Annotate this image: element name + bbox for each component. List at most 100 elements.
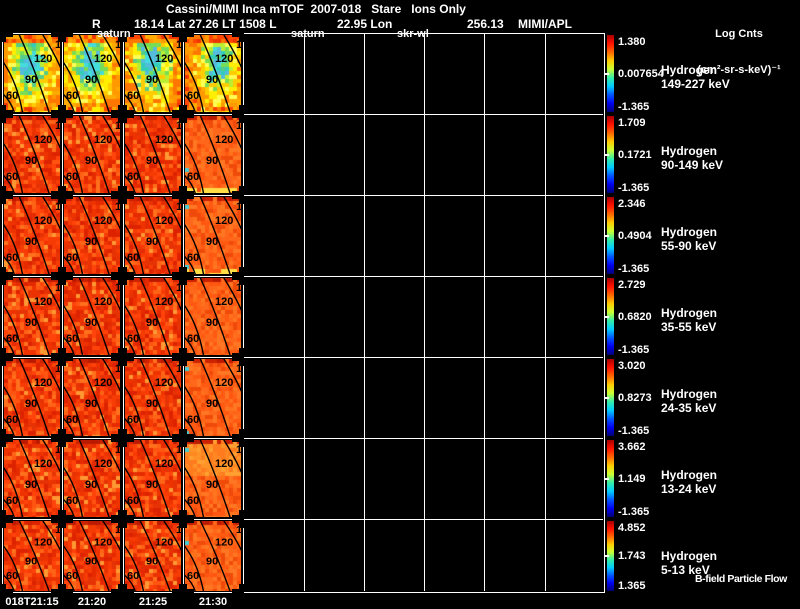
contour-label-90: 90 [146,317,158,329]
heatmap-panel: 60 90 12015 [64,359,120,436]
heatmap-panel: 60 90 12015 [185,35,241,112]
corner-tick [232,186,244,196]
colorbar-max-label: 3.662 [618,441,646,453]
corner-tick [122,267,134,277]
corner-tick [111,348,123,358]
contour-label-120: 120 [94,377,112,389]
contour-label-90: 90 [25,317,37,329]
contour-overlay: 60 90 12015 [64,440,120,517]
corner-tick [232,510,244,520]
corner-tick [61,429,73,439]
corner-tick [111,32,123,42]
corner-tick [172,105,184,115]
time-tick-label: 21:20 [77,596,107,608]
corner-tick [111,518,123,528]
corner-tick [122,584,134,594]
colorbar-mid-label: 0.1721 [618,149,652,161]
corner-tick [122,113,134,123]
corner-tick [122,32,134,42]
contour-label-60: 60 [187,495,199,507]
corner-tick [182,275,194,285]
corner-tick [122,356,134,366]
corner-tick [232,32,244,42]
corner-tick [51,356,63,366]
corner-tick [51,348,63,358]
contour-label-60: 60 [187,90,199,102]
corner-tick [122,348,134,358]
corner-tick [61,267,73,277]
contour-overlay: 60 90 12015 [64,521,120,591]
corner-tick [61,275,73,285]
corner-tick [172,275,184,285]
colorbar-max-label: 1.709 [618,117,646,129]
grid-vline [304,33,305,591]
contour-label-clipped: 15 [176,39,181,51]
channel-energy-label: 35-55 keV [661,320,717,334]
contour-label-60: 60 [6,171,18,183]
contour-label-clipped: 15 [55,363,60,375]
corner-tick [182,267,194,277]
corner-tick [232,429,244,439]
grid-vline [424,33,425,591]
contour-label-clipped: 15 [55,120,60,132]
contour-label-90: 90 [206,317,218,329]
contour-label-clipped: 15 [115,444,120,456]
plot-frame [2,33,605,593]
corner-tick [172,32,184,42]
channel-energy-label: 13-24 keV [661,482,717,496]
contour-label-clipped: 15 [236,363,241,375]
heatmap-panel: 60 90 12015 [4,278,60,355]
contour-label-60: 60 [66,571,78,582]
corner-tick [232,275,244,285]
contour-overlay: 60 90 12015 [125,278,181,355]
channel-species-label: Hydrogen [661,306,718,320]
contour-label-60: 60 [127,414,139,426]
colorbar [607,116,614,193]
colorbar-mid-label: 0.4904 [618,230,652,242]
grid-vline [62,33,63,591]
channel-species-label: Hydrogen [661,468,718,482]
colorbar-mid-tick [605,397,609,399]
contour-overlay: 60 90 12015 [4,278,60,355]
corner-tick [232,584,244,594]
contour-label-60: 60 [127,252,139,264]
heatmap-panel: 60 90 12015 [185,278,241,355]
corner-tick [111,105,123,115]
contour-overlay: 60 90 12015 [185,521,241,591]
grid-vline [123,33,124,591]
time-tick-label: 21:25 [138,596,168,608]
corner-tick [1,194,13,204]
corner-tick [232,356,244,366]
contour-label-clipped: 15 [236,524,241,535]
corner-tick [182,113,194,123]
corner-tick [1,348,13,358]
contour-label-60: 60 [6,333,18,345]
event-marker-label: skr-wl [397,28,429,40]
contour-label-clipped: 15 [55,282,60,294]
corner-tick [182,429,194,439]
heatmap-panel: 60 90 12015 [4,521,60,591]
contour-overlay: 60 90 12015 [64,35,120,112]
corner-tick [61,32,73,42]
channel-species-label: Hydrogen [661,63,718,77]
corner-tick [172,510,184,520]
contour-label-120: 120 [215,296,233,308]
heatmap-panel: 60 90 12015 [125,278,181,355]
colorbar-max-label: 2.346 [618,198,646,210]
contour-label-60: 60 [66,252,78,264]
contour-label-60: 60 [66,414,78,426]
corner-tick [232,348,244,358]
corner-tick [182,510,194,520]
contour-overlay: 60 90 12015 [64,278,120,355]
time-tick-label: 018T21:15 [5,596,59,608]
contour-overlay: 60 90 12015 [125,35,181,112]
corner-tick [111,267,123,277]
channel-species-label: Hydrogen [661,387,718,401]
contour-label-90: 90 [85,398,97,410]
heatmap-panel: 60 90 12015 [185,440,241,517]
event-marker-label: saturn [291,28,325,40]
contour-label-60: 60 [6,252,18,264]
corner-tick [182,584,194,594]
contour-label-60: 60 [6,414,18,426]
